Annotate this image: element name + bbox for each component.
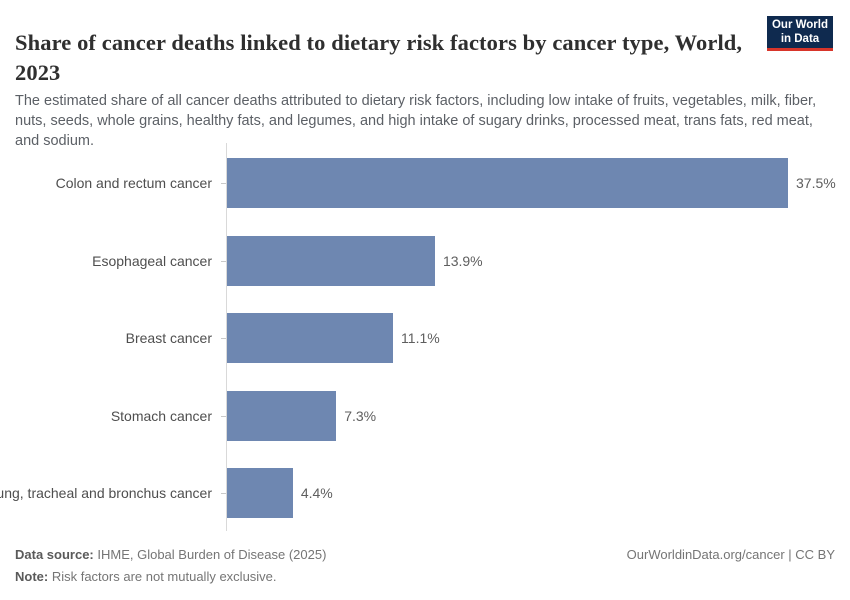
data-source-text: IHME, Global Burden of Disease (2025) [93, 547, 327, 562]
chart-subtitle: The estimated share of all cancer deaths… [15, 92, 817, 149]
chart-rows: Colon and rectum cancer 37.5% Esophageal c… [0, 158, 850, 546]
bar[interactable] [227, 313, 394, 363]
category-label: Colon and rectum cancer [55, 175, 212, 191]
y-axis-line [226, 143, 227, 531]
bar[interactable] [227, 390, 337, 441]
owid-logo-line1: Our World [771, 19, 828, 31]
chart-row: Breast cancer 11.1% [0, 313, 850, 363]
bar-chart: Colon and rectum cancer 37.5% Esophageal c… [0, 143, 850, 531]
note-text: Risk factors are not mutually exclusive. [48, 569, 277, 584]
owid-logo[interactable]: Our World in Data [767, 16, 833, 51]
category-label: Stomach cancer [110, 407, 212, 424]
value-label: 37.5% [796, 175, 836, 191]
value-label: 13.9% [442, 252, 483, 269]
credit-link[interactable]: OurWorldinData.org/cancer | CC BY [626, 547, 835, 562]
chart-title: Share of cancer deaths linked to dietary… [15, 30, 743, 85]
value-label: 4.4% [300, 485, 333, 501]
category-label: Lung, tracheal and bronchus cancer [0, 485, 212, 501]
data-source-line: Data source: IHME, Global Burden of Dise… [15, 544, 326, 566]
category-label: Breast cancer [125, 330, 212, 346]
axis-tick [221, 493, 226, 494]
footer-left: Data source: IHME, Global Burden of Dise… [15, 544, 326, 588]
data-source-label: Data source: [15, 547, 94, 562]
bar[interactable] [227, 468, 293, 518]
chart-footer: Data source: IHME, Global Burden of Dise… [15, 544, 835, 588]
chart-row: Esophageal cancer 13.9% [0, 235, 850, 286]
bar[interactable] [227, 158, 788, 208]
bar[interactable] [227, 235, 435, 286]
chart-row: Lung, tracheal and bronchus cancer 4.4% [0, 468, 850, 518]
owid-logo-line2: in Data [780, 32, 820, 45]
value-label: 7.3% [344, 407, 377, 424]
note-line: Note: Risk factors are not mutually excl… [15, 566, 326, 588]
axis-tick [221, 183, 226, 184]
chart-row: Colon and rectum cancer 37.5% [0, 158, 850, 208]
value-label: 11.1% [401, 330, 440, 346]
axis-tick [221, 260, 226, 262]
category-label: Esophageal cancer [92, 252, 212, 269]
axis-tick [221, 415, 226, 417]
axis-tick [221, 338, 226, 339]
note-label: Note: [15, 569, 49, 584]
chart-row: Stomach cancer 7.3% [0, 390, 850, 441]
